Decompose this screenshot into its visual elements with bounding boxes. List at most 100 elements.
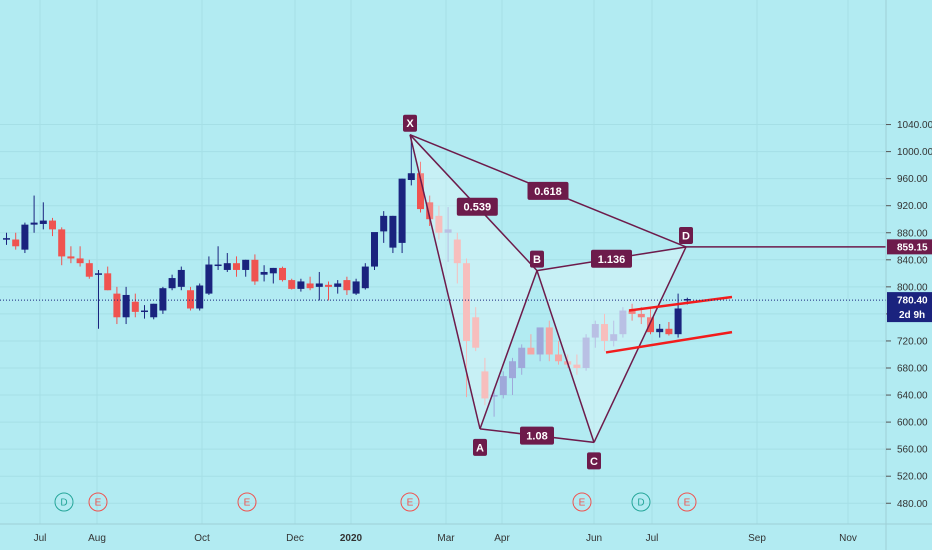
candle — [453, 232, 461, 284]
point-label-bg — [587, 452, 601, 470]
x-tick-label: Oct — [194, 533, 210, 544]
event-marker-circle — [237, 492, 257, 512]
candle — [573, 354, 581, 375]
candle-body — [647, 317, 654, 333]
candle — [233, 256, 240, 277]
candle — [361, 263, 369, 290]
candle-body — [196, 285, 204, 309]
candle-body — [444, 229, 452, 233]
candle-body — [628, 310, 636, 314]
d-level-tag: 859.15 — [897, 242, 928, 253]
price-axis[interactable]: 1040.00 1000.00 960.00 920.00 880.00 840.00 80… — [886, 120, 932, 510]
ratio-label-bg — [520, 426, 554, 445]
candle — [306, 276, 314, 291]
candle-body — [398, 178, 406, 243]
candle — [168, 274, 176, 291]
event-marker-circle — [677, 492, 697, 512]
y-tick-label: 480.00 — [897, 499, 928, 510]
y-tick-label: 880.00 — [897, 228, 928, 239]
time-axis[interactable]: Jul Aug Oct Dec 2020 Mar Apr Jun Jul Sep Nov — [34, 533, 857, 544]
candle-body — [591, 324, 599, 338]
candle-body — [177, 269, 185, 287]
candle-body — [67, 256, 75, 259]
candle — [85, 259, 93, 279]
candle-body — [527, 347, 535, 355]
candle — [288, 278, 296, 290]
candle-body — [260, 271, 268, 275]
current-price-tag-bg — [887, 292, 932, 323]
y-tick-label: 520.00 — [897, 472, 928, 483]
candle — [122, 286, 130, 325]
candle-body — [113, 293, 121, 318]
event-marker-label: E — [579, 498, 586, 509]
candle-body — [371, 232, 378, 267]
candle — [398, 178, 406, 254]
candle-body — [12, 239, 20, 247]
candle-body — [545, 327, 553, 355]
candle — [417, 161, 424, 213]
point-label-x: X — [406, 118, 414, 130]
y-tick-label: 960.00 — [897, 174, 928, 185]
candle — [49, 217, 56, 237]
candle-body — [288, 280, 296, 289]
x-tick-label: Dec — [286, 533, 304, 544]
candle — [325, 281, 332, 301]
x-tick-label: Jul — [34, 533, 47, 544]
ratio-label-bg — [456, 197, 498, 216]
candle-body — [472, 317, 480, 348]
x-tick-label: Jul — [646, 533, 659, 544]
x-tick-label: Jun — [586, 533, 602, 544]
x-tick-label: Mar — [437, 533, 455, 544]
candle-body — [509, 361, 516, 379]
candle-body — [334, 283, 342, 287]
candle-body — [122, 294, 130, 318]
candle — [131, 293, 139, 318]
event-marker-circle — [631, 492, 651, 512]
leg-cd — [593, 246, 687, 443]
d-level-tag-bg — [887, 239, 932, 255]
ratio-label: 0.618 — [534, 186, 562, 198]
y-tick-label: 720.00 — [897, 336, 928, 347]
bcd-triangle — [537, 246, 686, 443]
event-marker-label: E — [684, 498, 691, 509]
candle-body — [453, 239, 461, 264]
candle — [113, 286, 121, 325]
x-tick-label: Aug — [88, 533, 106, 544]
candle-body — [426, 202, 434, 220]
candle-body — [389, 215, 397, 248]
event-marker-circle — [54, 492, 74, 512]
candle-body — [251, 259, 259, 282]
point-label-bg — [403, 114, 417, 132]
candle-body — [610, 334, 618, 341]
gridlines — [0, 0, 886, 524]
price-channel — [605, 295, 733, 354]
candle-body — [131, 301, 139, 312]
candle — [260, 265, 268, 282]
candle-body — [407, 173, 415, 181]
candle-body — [417, 173, 424, 210]
candle-body — [85, 263, 93, 277]
x-tick-label: Apr — [494, 533, 510, 544]
channel-upper — [628, 295, 733, 312]
candle — [21, 222, 29, 254]
candle-body — [30, 222, 38, 225]
candle — [352, 278, 360, 295]
candle — [196, 283, 204, 311]
candle — [518, 344, 526, 375]
y-tick-label: 560.00 — [897, 445, 928, 456]
candle — [499, 371, 507, 399]
candle-body — [297, 281, 305, 289]
candle — [242, 259, 250, 277]
candle-body — [573, 364, 581, 368]
candle-body — [306, 283, 314, 289]
candle-body — [463, 263, 470, 341]
candle — [177, 266, 185, 291]
candle-body — [58, 229, 66, 257]
candle — [536, 327, 544, 362]
y-tick-label: 640.00 — [897, 391, 928, 402]
candle — [490, 388, 498, 417]
countdown-tag: 2d 9h — [899, 310, 925, 321]
candle-body — [490, 395, 498, 397]
